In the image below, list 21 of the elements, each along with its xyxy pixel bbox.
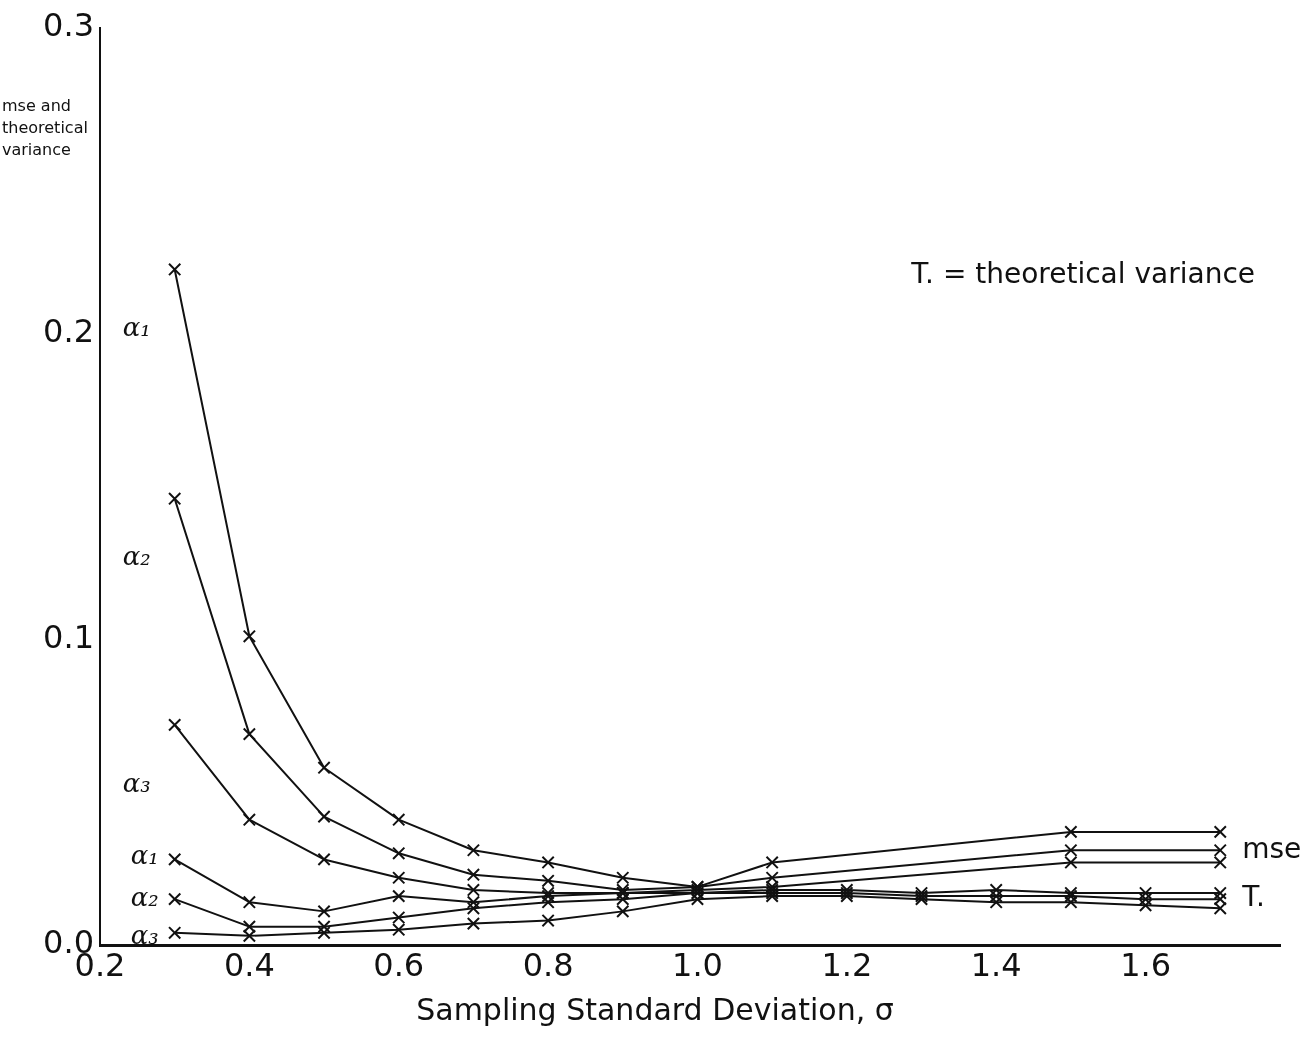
y-axis-title: mse and theoretical variance: [2, 95, 89, 161]
series-label: α₂: [130, 881, 159, 912]
series-label: α₃: [130, 919, 159, 950]
series-label: α₃: [122, 767, 151, 798]
x-tick-label: 0.4: [223, 945, 275, 984]
series-label: α₁: [130, 840, 159, 871]
x-tick-label: 1.4: [970, 945, 1022, 984]
y-tick-label: 0.1: [43, 617, 94, 656]
series-label: α₁: [122, 312, 151, 343]
x-tick-label: 1.0: [672, 945, 723, 984]
annotation: T. = theoretical variance: [910, 256, 1255, 290]
x-tick-label: 1.2: [821, 945, 873, 984]
y-tick-label: 0.2: [43, 311, 94, 350]
x-tick-label: 0.6: [373, 945, 425, 984]
annotation: mse: [1242, 831, 1302, 865]
x-tick-label: 0.8: [522, 945, 574, 984]
annotation: T.: [1241, 880, 1265, 914]
x-tick-label: 1.6: [1120, 945, 1172, 984]
series-label: α₂: [122, 541, 151, 572]
x-axis-title: Sampling Standard Deviation, σ: [415, 992, 895, 1027]
y-tick-label: 0.3: [43, 6, 94, 45]
